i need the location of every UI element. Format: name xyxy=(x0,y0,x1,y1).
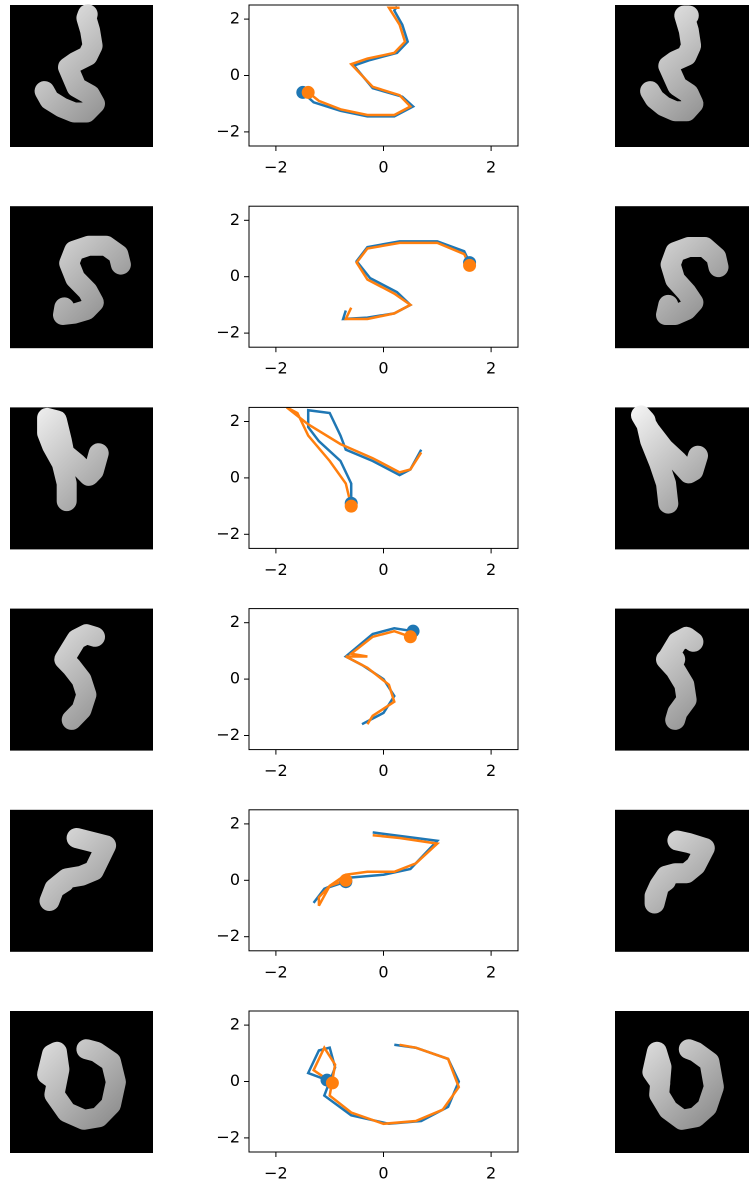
start-marker xyxy=(326,1076,339,1089)
x-tick-label: 2 xyxy=(486,359,496,378)
x-tick-label: 2 xyxy=(486,962,496,981)
axes-frame xyxy=(249,1011,518,1152)
x-tick-label: −2 xyxy=(264,761,288,780)
x-tick-label: 2 xyxy=(486,761,496,780)
y-tick-label: −2 xyxy=(216,323,240,342)
trajectory-line xyxy=(314,832,438,903)
stroke-image xyxy=(666,637,693,720)
y-tick-label: 0 xyxy=(230,467,240,486)
x-tick-label: 0 xyxy=(378,962,388,981)
y-tick-label: 2 xyxy=(230,210,240,229)
start-marker xyxy=(345,500,358,513)
x-tick-label: 0 xyxy=(378,761,388,780)
trajectory-line xyxy=(287,407,422,506)
y-tick-label: −2 xyxy=(216,1127,240,1146)
start-marker xyxy=(404,630,417,643)
start-marker xyxy=(339,874,352,887)
x-tick-label: −2 xyxy=(264,158,288,177)
x-tick-label: −2 xyxy=(264,1164,288,1183)
y-tick-label: 2 xyxy=(230,411,240,430)
x-tick-label: 2 xyxy=(486,158,496,177)
y-tick-label: 0 xyxy=(230,1071,240,1090)
axes-frame xyxy=(249,206,518,347)
x-tick-label: 2 xyxy=(486,1164,496,1183)
axes-frame xyxy=(249,5,518,146)
axes-frame xyxy=(249,407,518,548)
y-tick-label: 0 xyxy=(230,266,240,285)
x-tick-label: 2 xyxy=(486,560,496,579)
y-tick-label: −2 xyxy=(216,725,240,744)
image-background xyxy=(10,1011,153,1153)
image-background xyxy=(615,1011,749,1153)
x-tick-label: −2 xyxy=(264,962,288,981)
x-tick-label: 0 xyxy=(378,359,388,378)
trajectory-line xyxy=(308,8,410,115)
trajectory-line xyxy=(346,243,470,319)
y-tick-label: −2 xyxy=(216,524,240,543)
y-tick-label: 2 xyxy=(230,9,240,28)
x-tick-label: −2 xyxy=(264,359,288,378)
x-tick-label: 0 xyxy=(378,560,388,579)
x-tick-label: −2 xyxy=(264,560,288,579)
y-tick-label: 2 xyxy=(230,612,240,631)
trajectory-line xyxy=(319,835,437,906)
axes-frame xyxy=(249,810,518,951)
start-marker xyxy=(463,259,476,272)
y-tick-label: 2 xyxy=(230,813,240,832)
y-tick-label: −2 xyxy=(216,926,240,945)
y-tick-label: 0 xyxy=(230,65,240,84)
start-marker xyxy=(302,86,315,99)
trajectory-line xyxy=(346,631,411,724)
y-tick-label: −2 xyxy=(216,121,240,140)
y-tick-label: 2 xyxy=(230,1015,240,1034)
x-tick-label: 0 xyxy=(378,1164,388,1183)
x-tick-label: 0 xyxy=(378,158,388,177)
y-tick-label: 0 xyxy=(230,669,240,688)
figure: −2 0 2 −2 0 2 −2 0 2 −2 0 2 −2 0 2 −2 0 2 −2 0 2 −2 0 2 −2 0 2 −2 0 2… xyxy=(0,0,749,1190)
y-tick-label: 0 xyxy=(230,870,240,889)
